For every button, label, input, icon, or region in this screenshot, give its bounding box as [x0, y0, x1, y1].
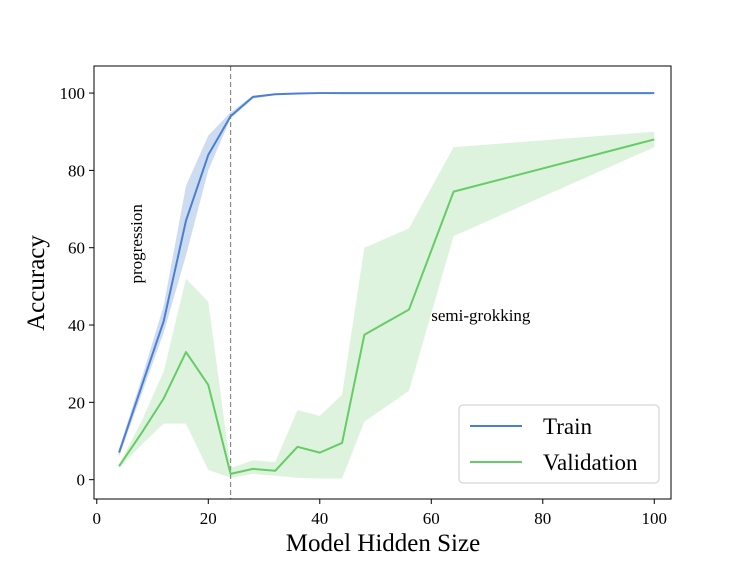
x-axis-label: Model Hidden Size [286, 530, 480, 557]
y-tick-label: 0 [77, 471, 86, 490]
y-tick-label: 100 [60, 84, 86, 103]
x-tick-label: 80 [534, 509, 551, 528]
x-tick-label: 60 [423, 509, 440, 528]
y-tick-label: 60 [68, 239, 85, 258]
annotation-semi-grokking: semi-grokking [431, 306, 531, 325]
legend: Train Validation [458, 404, 660, 484]
axis-ticks: 0 20 40 60 80 100 0 20 40 60 80 100 [60, 84, 668, 528]
x-tick-label: 20 [200, 509, 217, 528]
y-tick-label: 40 [68, 316, 85, 335]
plot-frame [93, 65, 672, 500]
validation-band [119, 131, 655, 479]
y-tick-label: 80 [68, 161, 85, 180]
y-axis-label: Accuracy [23, 235, 50, 331]
x-tick-label: 100 [642, 509, 668, 528]
annotations: progression semi-grokking [127, 204, 531, 325]
legend-label-validation: Validation [543, 450, 638, 475]
annotation-progression: progression [127, 204, 146, 284]
x-tick-label: 40 [311, 509, 328, 528]
legend-box [458, 404, 660, 484]
series-lines [118, 92, 655, 475]
legend-label-train: Train [543, 414, 592, 439]
y-tick-label: 20 [68, 393, 85, 412]
confidence-bands [119, 93, 655, 479]
x-tick-label: 0 [93, 509, 102, 528]
